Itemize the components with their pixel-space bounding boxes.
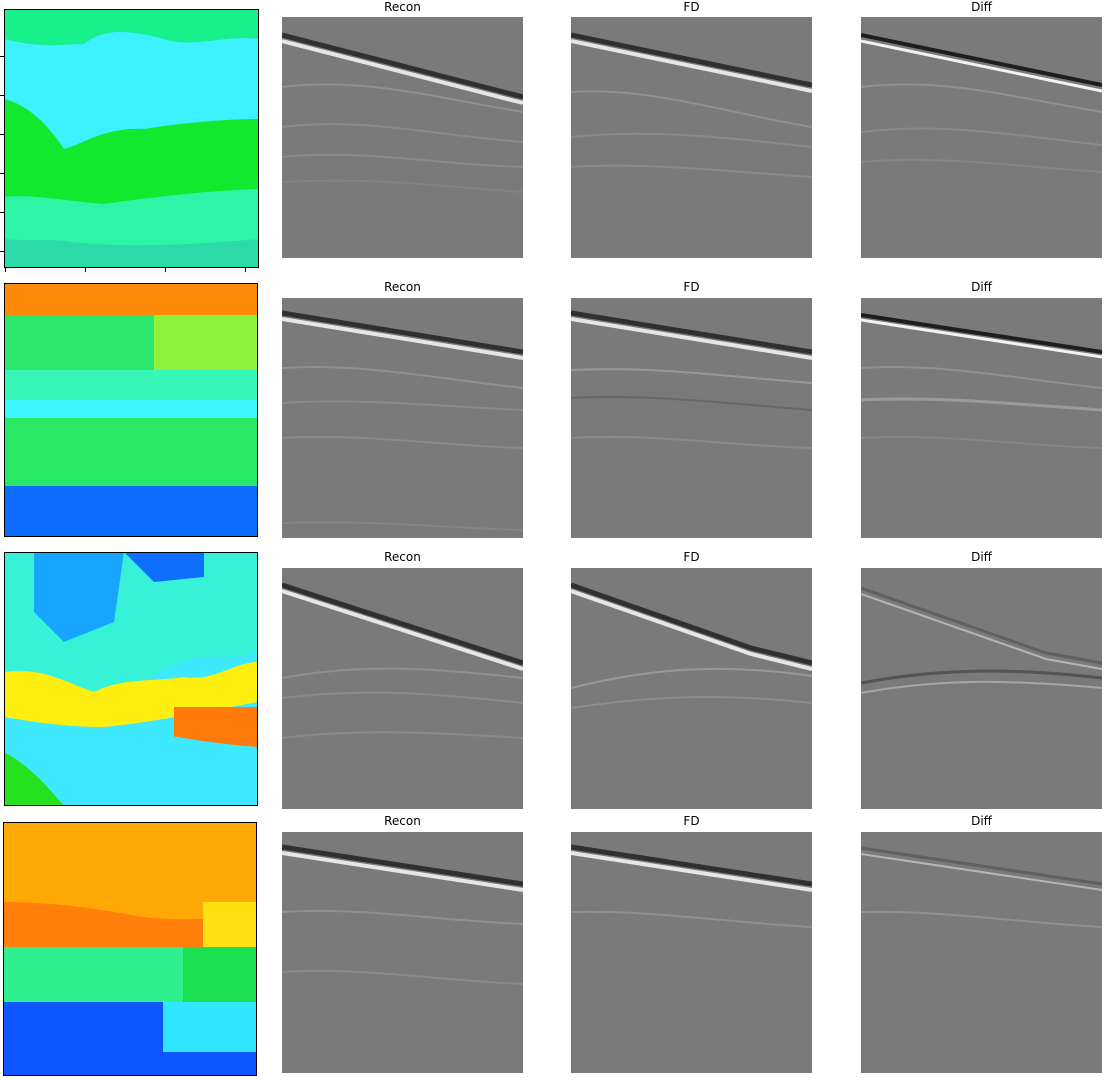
velocity-model-1 bbox=[4, 9, 259, 268]
fd-seismic-3 bbox=[571, 568, 812, 809]
panel-title-fd: FD bbox=[683, 280, 700, 294]
recon-seismic-3 bbox=[282, 568, 523, 809]
panel-title-recon: Recon bbox=[384, 280, 421, 294]
diff-seismic-1 bbox=[861, 17, 1102, 258]
diff-seismic-4 bbox=[861, 832, 1102, 1073]
panel-title-diff: Diff bbox=[971, 280, 992, 294]
panel-title-fd: FD bbox=[683, 814, 700, 828]
velocity-model-4 bbox=[3, 822, 257, 1076]
panel-title-recon: Recon bbox=[384, 814, 421, 828]
recon-seismic-2 bbox=[282, 298, 523, 538]
panel-title-fd: FD bbox=[683, 550, 700, 564]
panel-title-diff: Diff bbox=[971, 814, 992, 828]
panel-title-diff: Diff bbox=[971, 0, 992, 14]
recon-seismic-1 bbox=[282, 17, 523, 258]
fd-seismic-4 bbox=[571, 832, 812, 1073]
diff-seismic-3 bbox=[861, 568, 1102, 809]
panel-title-fd: FD bbox=[683, 0, 700, 14]
panel-title-diff: Diff bbox=[971, 550, 992, 564]
panel-title-recon: Recon bbox=[384, 550, 421, 564]
panel-title-recon: Recon bbox=[384, 0, 421, 14]
velocity-model-2 bbox=[4, 283, 258, 537]
velocity-model-3 bbox=[4, 552, 258, 806]
recon-seismic-4 bbox=[282, 832, 523, 1073]
fd-seismic-2 bbox=[571, 298, 812, 538]
fd-seismic-1 bbox=[571, 17, 812, 258]
diff-seismic-2 bbox=[861, 298, 1102, 538]
